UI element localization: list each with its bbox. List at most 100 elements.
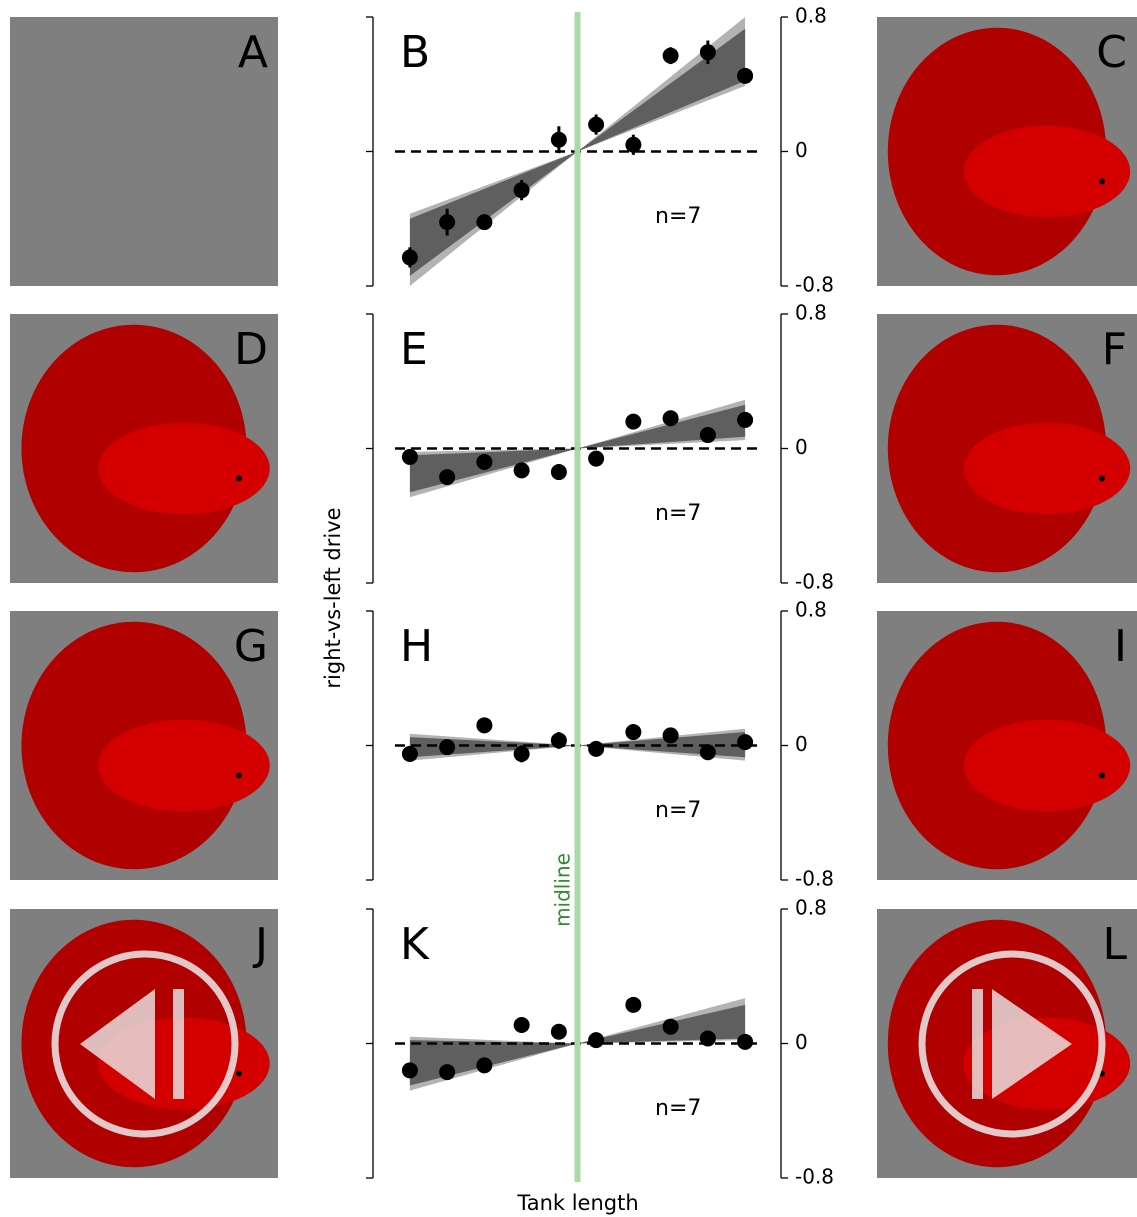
fish-body [963,422,1131,515]
play-ring [51,950,239,1138]
midline-label: midline [551,853,575,927]
y-axis-label: right-vs-left drive [321,507,345,688]
data-point [699,44,716,61]
y-tick-label: 0 [795,435,808,459]
panel-letter: L [1102,919,1127,970]
panel-letter: J [252,919,268,970]
data-point [476,453,493,470]
data-point [737,1033,754,1050]
fit-band [409,998,746,1091]
data-point [662,1018,679,1035]
data-point [588,1032,605,1049]
data-point [513,745,530,762]
data-point [662,410,679,427]
data-point [401,448,418,465]
x-axis-label: Tank length [516,1191,638,1215]
y-tick-label: -0.8 [795,273,834,297]
image-panel: J [10,909,278,1178]
data-point [550,1023,567,1040]
panel-letter: F [1102,324,1127,375]
data-point [662,727,679,744]
panel-bg [10,17,278,286]
data-point [476,1057,493,1074]
fish-eye [236,1070,242,1077]
fit-band [409,28,746,276]
image-panels: A D G J C F I L [10,17,1137,1178]
fish-body [963,125,1131,218]
fit-band [409,1004,746,1086]
annotation: n=7 [655,501,701,526]
annotation: n=7 [655,1096,701,1121]
fish-body [963,719,1131,812]
prev-bar [173,989,184,1099]
data-point [625,136,642,153]
image-panel: D [10,314,278,583]
fish-eye [1099,772,1105,779]
data-point [699,744,716,761]
fish-eye [236,772,242,779]
y-tick-label: 0 [795,138,808,162]
annotation: n=7 [655,204,701,229]
data-point [401,249,418,266]
data-point [439,1064,456,1081]
data-point [662,47,679,64]
next-icon [992,989,1072,1099]
data-point [401,745,418,762]
next-bar [972,989,983,1099]
data-point [550,131,567,148]
y-tick-label: -0.8 [795,867,834,891]
data-point [476,214,493,231]
image-panel: F [877,314,1137,583]
data-point [588,740,605,757]
image-panel: C [877,17,1137,286]
data-point [439,214,456,231]
data-point [439,739,456,756]
fit-band [409,728,746,761]
image-panel: G [10,611,278,880]
y-tick-label: -0.8 [795,570,834,594]
y-tick-label: 0 [795,732,808,756]
chart-title: H [400,621,433,672]
image-panel: I [877,611,1137,880]
data-point [550,732,567,749]
fish-body [98,422,270,515]
play-ring [918,950,1106,1138]
data-point [699,1030,716,1047]
panel-letter: G [234,621,268,672]
data-point [588,450,605,467]
panel-letter: C [1096,27,1127,78]
data-point [513,182,530,199]
panel-letter: I [1114,621,1127,672]
annotation: n=7 [655,798,701,823]
chart-title: K [400,919,430,970]
chart-title: E [400,324,428,375]
data-point [625,413,642,430]
image-panel: A [10,17,278,286]
data-point [588,116,605,133]
y-tick-label: 0.8 [795,598,827,622]
fish-eye [1099,178,1105,185]
data-point [699,427,716,444]
data-point [625,724,642,741]
data-point [439,469,456,486]
data-point [476,717,493,734]
y-tick-label: -0.8 [795,1165,834,1189]
prev-icon [80,989,155,1099]
data-point [737,67,754,84]
data-point [737,734,754,751]
data-point [737,411,754,428]
y-tick-label: 0.8 [795,301,827,325]
y-tick-label: 0.8 [795,4,827,28]
data-point [513,462,530,479]
fit-band [409,732,746,758]
image-panel: L [877,909,1137,1178]
y-tick-label: 0 [795,1030,808,1054]
y-tick-label: 0.8 [795,896,827,920]
chart-title: B [400,27,430,78]
fish-body [98,719,270,812]
fish-eye [236,475,242,482]
data-point [513,1017,530,1034]
data-point [401,1062,418,1079]
panel-letter: A [238,27,268,78]
